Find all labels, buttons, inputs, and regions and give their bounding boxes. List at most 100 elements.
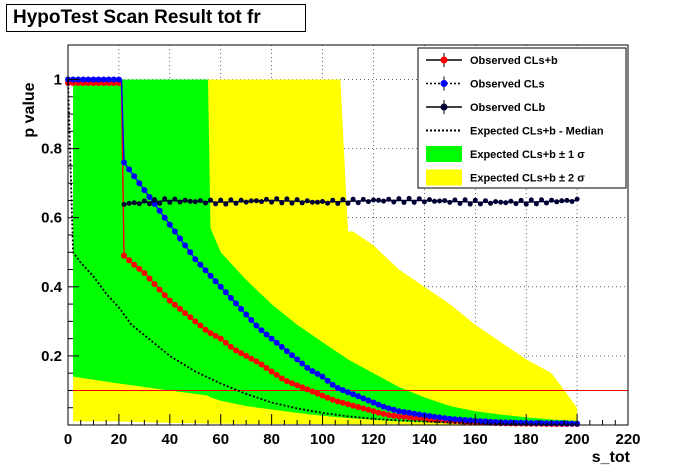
data-point <box>223 201 229 207</box>
data-point <box>233 347 239 354</box>
data-point <box>395 413 402 420</box>
data-point <box>248 355 255 362</box>
data-point <box>544 200 549 206</box>
data-point <box>380 410 387 417</box>
data-point <box>401 413 407 420</box>
data-point <box>207 330 214 337</box>
data-point <box>269 199 275 205</box>
data-point <box>121 202 127 207</box>
data-point <box>80 76 87 83</box>
data-point <box>289 352 295 359</box>
data-point <box>197 198 203 204</box>
data-point <box>325 200 331 206</box>
data-point <box>320 199 325 204</box>
data-point <box>289 380 295 387</box>
data-point <box>365 406 372 413</box>
data-point <box>507 419 514 426</box>
data-point <box>177 199 183 205</box>
data-point <box>299 200 305 206</box>
data-point <box>426 413 433 419</box>
data-point <box>100 76 107 83</box>
data-point <box>431 413 438 420</box>
data-point <box>203 200 208 206</box>
data-point <box>523 201 529 207</box>
data-point <box>309 199 315 205</box>
data-point <box>274 196 280 202</box>
data-point <box>513 201 519 207</box>
data-point <box>437 198 443 204</box>
data-point <box>192 318 199 325</box>
data-point <box>238 350 245 357</box>
y-tick-label: 0.6 <box>41 210 62 227</box>
legend-marker <box>440 103 448 111</box>
x-tick-label: 40 <box>161 431 178 448</box>
data-point <box>177 235 183 242</box>
data-point <box>263 331 270 338</box>
data-point <box>365 199 371 205</box>
data-point <box>411 410 418 417</box>
data-point <box>319 373 326 380</box>
data-point <box>258 361 265 368</box>
data-point <box>227 294 234 301</box>
data-point <box>554 199 560 205</box>
data-point <box>411 414 418 421</box>
data-point <box>126 257 133 264</box>
data-point <box>390 406 397 413</box>
data-point <box>131 200 137 206</box>
data-point <box>309 388 316 395</box>
data-point <box>371 197 376 203</box>
data-point <box>329 396 336 403</box>
data-point <box>136 265 143 272</box>
data-point <box>243 352 250 359</box>
data-point <box>472 197 478 203</box>
data-point <box>192 256 199 263</box>
legend-label: Expected CLs+b ± 1 σ <box>470 149 585 161</box>
data-point <box>518 197 524 203</box>
data-point <box>172 196 178 202</box>
data-point <box>335 201 341 206</box>
data-point <box>315 199 320 205</box>
data-point <box>355 404 362 410</box>
x-tick-label: 120 <box>361 431 386 448</box>
data-point <box>156 207 163 214</box>
data-point <box>253 358 260 365</box>
x-axis-label: s_tot <box>592 449 631 466</box>
data-point <box>258 327 265 334</box>
data-point <box>177 305 183 312</box>
data-point <box>253 322 260 329</box>
y-tick-label: 0.8 <box>41 141 62 158</box>
data-point <box>227 343 234 350</box>
data-point <box>446 415 453 422</box>
data-point <box>141 187 148 194</box>
y-axis-label: p value <box>21 82 38 137</box>
data-point <box>213 201 219 207</box>
data-point <box>157 200 163 206</box>
chart-title: HypoTest Scan Result tot fr <box>6 4 306 32</box>
data-point <box>279 200 285 206</box>
x-tick-label: 160 <box>463 431 488 448</box>
data-point <box>340 197 346 202</box>
data-point <box>182 197 188 203</box>
data-point <box>208 197 213 203</box>
data-point <box>477 201 483 207</box>
data-point <box>233 300 239 307</box>
data-point <box>360 395 367 402</box>
data-point <box>304 364 311 371</box>
data-point <box>375 401 382 408</box>
data-point <box>90 76 97 83</box>
data-point <box>294 382 301 389</box>
data-point <box>447 199 453 205</box>
data-point <box>95 76 102 83</box>
legend-label: Observed CLs <box>470 79 545 91</box>
data-point <box>156 286 163 293</box>
legend-label: Observed CLb <box>470 102 545 114</box>
data-point <box>283 378 290 385</box>
data-point <box>85 76 92 83</box>
data-point <box>192 199 198 205</box>
data-point <box>483 198 488 204</box>
data-point <box>259 199 264 205</box>
x-tick-label: 140 <box>412 431 437 448</box>
data-point <box>147 201 152 207</box>
data-point <box>268 368 275 375</box>
x-tick-label: 180 <box>514 431 539 448</box>
